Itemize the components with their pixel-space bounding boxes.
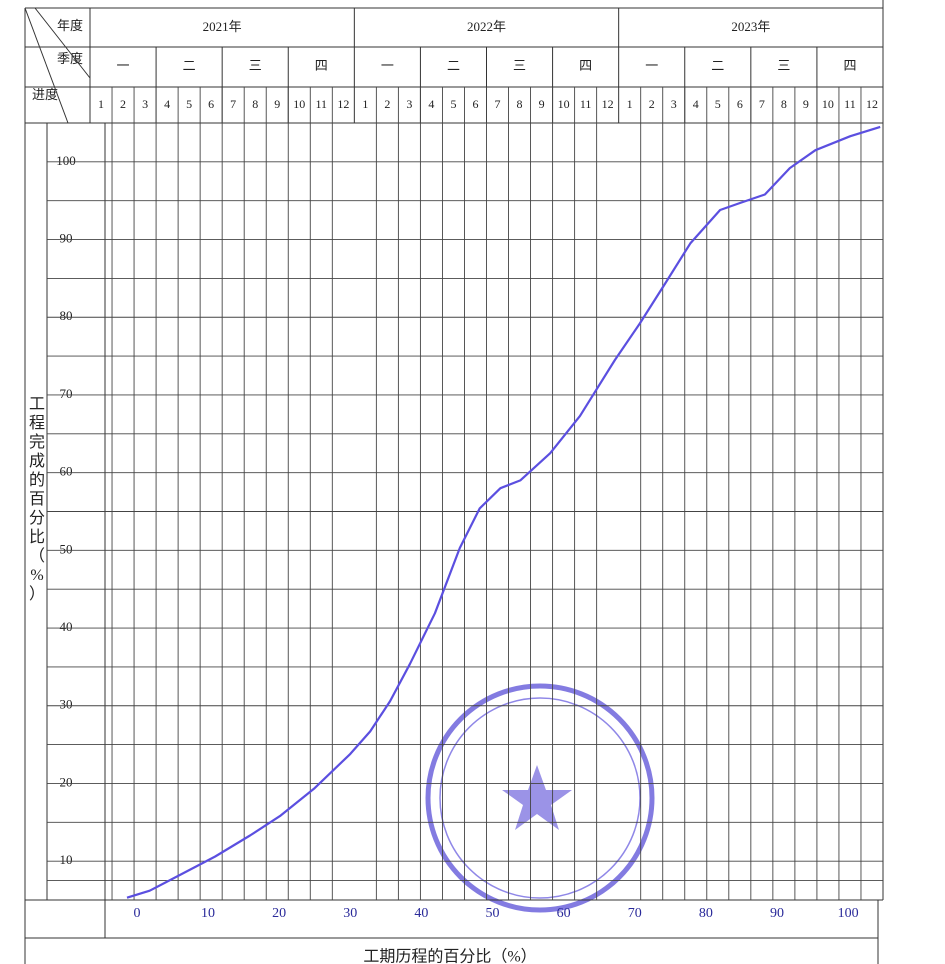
x-tick-label: 90: [770, 906, 784, 921]
month-label: 12: [866, 97, 878, 111]
month-label: 1: [98, 97, 104, 111]
x-tick-label: 80: [699, 906, 713, 921]
month-label: 4: [693, 97, 699, 111]
x-tick-label: 30: [343, 906, 357, 921]
x-axis-title: 工期历程的百分比（%）: [363, 948, 536, 964]
month-label: 12: [602, 97, 614, 111]
month-label: 3: [142, 97, 148, 111]
y-axis-title-char: 完: [29, 433, 45, 451]
month-label: 4: [428, 97, 434, 111]
quarter-label: 二: [183, 58, 196, 73]
month-label: 3: [671, 97, 677, 111]
month-label: 7: [230, 97, 236, 111]
quarter-label: 四: [579, 58, 592, 73]
y-axis-title-char: （: [29, 547, 45, 565]
x-tick-label: 20: [272, 906, 286, 921]
y-axis-title: 工程完成的百分比（%）: [29, 396, 45, 603]
y-tick-label: 50: [60, 541, 73, 556]
x-tick-label: 50: [486, 906, 500, 921]
year-label: 2022年: [467, 19, 506, 34]
quarter-label: 一: [645, 58, 658, 73]
y-axis-title-char: 程: [29, 414, 45, 432]
y-axis-title-char: 比: [29, 528, 45, 546]
month-label: 8: [781, 97, 787, 111]
x-tick-label: 0: [133, 906, 140, 921]
month-label: 4: [164, 97, 170, 111]
x-tick-label: 70: [628, 906, 642, 921]
y-axis-title-char: 成: [29, 452, 45, 470]
y-axis-title-char: 百: [29, 491, 45, 508]
month-label: 2: [120, 97, 126, 111]
quarter-label: 三: [777, 58, 790, 73]
month-label: 9: [803, 97, 809, 111]
month-label: 1: [362, 97, 368, 111]
s-curve: [126, 125, 881, 899]
month-label: 8: [252, 97, 258, 111]
month-label: 11: [316, 97, 328, 111]
month-label: 1: [627, 97, 633, 111]
y-tick-label: 90: [60, 231, 73, 246]
corner-year: 年度: [57, 18, 83, 33]
y-tick-label: 70: [60, 386, 73, 401]
y-tick-label: 80: [60, 308, 73, 323]
corner-diagonal: [34, 7, 91, 79]
month-label: 11: [844, 97, 856, 111]
quarter-label: 二: [447, 58, 460, 73]
corner-quarter: 季度: [57, 51, 83, 66]
month-label: 6: [208, 97, 214, 111]
month-label: 10: [822, 97, 834, 111]
quarter-label: 四: [315, 58, 328, 73]
y-tick-label: 100: [56, 153, 76, 168]
year-label: 2021年: [203, 19, 242, 34]
month-label: 6: [472, 97, 478, 111]
x-tick-label: 10: [201, 906, 215, 921]
month-label: 8: [517, 97, 523, 111]
quarter-label: 四: [843, 58, 856, 73]
month-label: 7: [759, 97, 765, 111]
month-label: 3: [406, 97, 412, 111]
month-label: 6: [737, 97, 743, 111]
month-label: 7: [495, 97, 501, 111]
month-label: 9: [539, 97, 545, 111]
y-tick-label: 60: [60, 464, 73, 479]
month-label: 9: [274, 97, 280, 111]
quarter-label: 二: [711, 58, 724, 73]
y-tick-label: 30: [60, 697, 73, 712]
y-axis-title-char: %: [30, 567, 43, 584]
month-label: 12: [337, 97, 349, 111]
y-axis-title-char: 的: [29, 471, 45, 489]
y-axis-title-char: 分: [29, 509, 45, 527]
y-tick-label: 10: [60, 852, 73, 867]
x-tick-label: 100: [838, 906, 859, 921]
month-label: 2: [384, 97, 390, 111]
y-axis-title-char: ）: [29, 585, 45, 603]
month-label: 5: [186, 97, 192, 111]
month-label: 10: [293, 97, 305, 111]
year-label: 2023年: [731, 19, 770, 34]
y-tick-label: 40: [60, 619, 73, 634]
x-tick-label: 60: [557, 906, 571, 921]
quarter-label: 一: [381, 58, 394, 73]
month-label: 5: [450, 97, 456, 111]
month-label: 2: [649, 97, 655, 111]
month-label: 10: [558, 97, 570, 111]
quarter-label: 三: [513, 58, 526, 73]
y-tick-label: 20: [60, 774, 73, 789]
month-label: 5: [715, 97, 721, 111]
x-tick-label: 40: [414, 906, 428, 921]
corner-diagonal: [24, 7, 69, 124]
stamp: [425, 683, 655, 913]
month-label: 11: [580, 97, 592, 111]
y-axis-title-char: 工: [29, 396, 45, 413]
corner-progress: 进度: [32, 87, 58, 102]
quarter-label: 三: [249, 58, 262, 73]
quarter-label: 一: [117, 58, 130, 73]
